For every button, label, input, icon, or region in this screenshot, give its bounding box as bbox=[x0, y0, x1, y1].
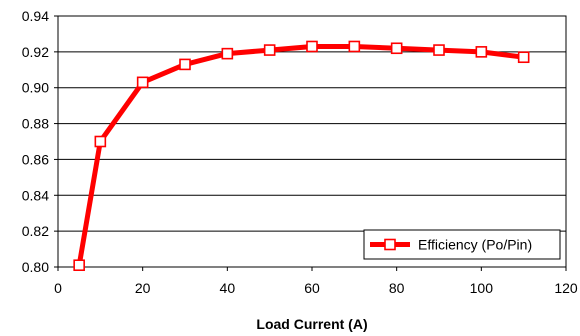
y-tick-label: 0.94 bbox=[22, 8, 49, 24]
x-tick-label: 80 bbox=[389, 280, 405, 296]
plot-border bbox=[57, 15, 567, 268]
data-point bbox=[179, 58, 191, 71]
data-point bbox=[221, 47, 234, 60]
series-layer bbox=[73, 40, 530, 272]
x-axis-ticks: 0 20 40 60 80 100 120 bbox=[54, 267, 578, 296]
x-tick-label: 40 bbox=[220, 280, 236, 296]
y-tick-label: 0.80 bbox=[22, 259, 49, 275]
data-point bbox=[94, 135, 107, 148]
y-tick-label: 0.88 bbox=[22, 116, 49, 132]
x-tick-label: 20 bbox=[135, 280, 151, 296]
legend-marker bbox=[384, 238, 396, 251]
y-tick-label: 0.92 bbox=[22, 44, 49, 60]
x-tick-label: 120 bbox=[554, 280, 578, 296]
data-point bbox=[73, 259, 85, 272]
y-tick-label: 0.82 bbox=[22, 223, 49, 239]
y-tick-label: 0.86 bbox=[22, 151, 49, 167]
y-tick-label: 0.84 bbox=[22, 187, 49, 203]
data-point bbox=[390, 42, 403, 55]
series-line bbox=[76, 44, 525, 266]
x-axis-title: Load Current (A) bbox=[256, 316, 367, 332]
x-tick-label: 100 bbox=[470, 280, 494, 296]
data-point bbox=[263, 44, 276, 56]
y-tick-label: 0.90 bbox=[22, 80, 49, 96]
data-point bbox=[433, 44, 445, 56]
data-point bbox=[517, 51, 530, 64]
data-point bbox=[136, 76, 149, 89]
plot-area bbox=[58, 16, 566, 267]
legend: Efficiency (Po/Pin) bbox=[363, 229, 561, 260]
x-tick-label: 0 bbox=[54, 280, 62, 296]
legend-label: Efficiency (Po/Pin) bbox=[418, 237, 532, 253]
data-point bbox=[306, 40, 318, 53]
y-axis-ticks: 0.80 0.82 0.84 0.86 0.88 0.90 0.92 0.94 bbox=[22, 8, 58, 275]
x-tick-label: 60 bbox=[304, 280, 320, 296]
data-point bbox=[348, 40, 361, 53]
data-point bbox=[475, 46, 488, 58]
